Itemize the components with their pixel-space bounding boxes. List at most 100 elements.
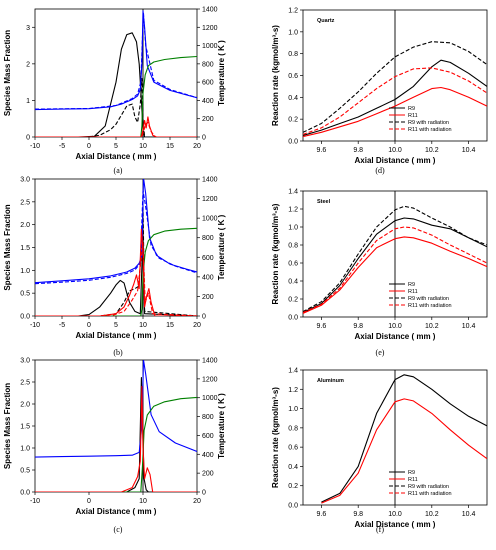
series-line-2: [35, 10, 197, 111]
x-tick-label: 10: [139, 322, 147, 329]
y2-tick-label: 0: [202, 490, 206, 497]
series-line-2: [35, 396, 197, 492]
panel-c: -10 0 10 20 0.0 0.5 1.0 1.5 2.0 2.5 3.0 0 200 400 600 8…: [3, 358, 226, 535]
x-tick-label: 10.4: [462, 147, 476, 154]
y2-tick-label: 800: [202, 61, 214, 68]
x-tick-label: 15: [166, 143, 174, 150]
y-tick-label: 2: [26, 61, 30, 68]
series-line-1: [321, 398, 487, 504]
material-label: Steel: [317, 199, 331, 205]
y2-tick-label: 200: [202, 116, 214, 123]
y-axis-label: Species Mass Fraction: [3, 204, 12, 290]
y-tick-label: 0.5: [20, 468, 30, 475]
panel-caption: (f): [376, 525, 384, 534]
series-line-6: [35, 121, 197, 137]
x-tick-label: 10.4: [462, 511, 476, 518]
x-tick-label: 20: [193, 143, 201, 150]
x-tick-label: 20: [193, 322, 201, 329]
y-axis-label: Species Mass Fraction: [3, 383, 12, 469]
x-tick-label: 10.0: [388, 147, 402, 154]
x-tick-label: 9.8: [353, 147, 363, 154]
panel-caption: (c): [114, 525, 123, 534]
panel-b: -10 -5 0 5 10 15 20 0.0 0.5 1.0 1.5 2.0 2.5 3.0 0 200 40…: [3, 177, 226, 358]
series-group: [35, 10, 197, 137]
y2-tick-label: 400: [202, 452, 214, 459]
series-group: [35, 360, 197, 492]
legend-label: R11 with radiation: [408, 491, 452, 497]
y-axis-label: Species Mass Fraction: [3, 30, 12, 116]
y-axis-label: Reaction rate (kgmol/m³-s): [271, 25, 280, 126]
legend-label: R9: [408, 106, 415, 112]
series-line-1: [303, 86, 487, 138]
x-axis-label: Axial Distance ( mm ): [76, 152, 157, 161]
legend-label: R9 with radiation: [408, 296, 449, 302]
y2-tick-label: 600: [202, 80, 214, 87]
y-tick-label: 1.5: [20, 424, 30, 431]
x-tick-label: 9.6: [317, 147, 327, 154]
series-line-0: [35, 233, 197, 316]
y-tick-label: 1.2: [288, 207, 298, 214]
y-tick-label: 1.0: [20, 446, 30, 453]
y-tick-label: 3.0: [20, 177, 30, 184]
panel-caption: (e): [376, 348, 385, 357]
y-tick-label: 3: [26, 25, 30, 32]
x-tick-label: 10: [139, 143, 147, 150]
x-tick-label: -5: [59, 143, 65, 150]
plot-frame: [34, 359, 198, 493]
x-tick-label: 10: [139, 498, 147, 505]
x-tick-label: 10.2: [425, 147, 439, 154]
x-tick-label: 10.2: [425, 511, 439, 518]
series-line-1: [35, 77, 197, 137]
x-tick-label: 9.8: [353, 511, 363, 518]
x-tick-label: 9.8: [353, 323, 363, 330]
series-group: [321, 374, 487, 504]
y-tick-label: 2.0: [20, 402, 30, 409]
series-line-0: [35, 32, 197, 137]
y2-tick-label: 1000: [202, 43, 218, 50]
x-tick-label: -5: [59, 322, 65, 329]
series-line-0: [35, 377, 197, 492]
y-tick-label: 0.0: [288, 315, 298, 322]
x-tick-label: -10: [30, 322, 40, 329]
panel-f: 9.6 9.8 10.0 10.2 10.4 0.0 0.2 0.4 0.6 0.8 1.0 1.2 1…: [271, 368, 488, 534]
x-tick-label: 10.4: [462, 323, 476, 330]
y2-axis-label: Temperature ( K ): [217, 393, 226, 459]
y2-axis-label: Temperature ( K ): [217, 214, 226, 280]
y-axis-label: Reaction rate (kgmol/m³-s): [271, 387, 280, 488]
y2-tick-label: 1400: [202, 358, 218, 365]
series-line-6: [35, 242, 197, 316]
y2-tick-label: 200: [202, 471, 214, 478]
legend-label: R9 with radiation: [408, 484, 449, 490]
panel-caption: (b): [113, 348, 123, 357]
x-tick-label: 0: [87, 498, 91, 505]
x-axis-label: Axial Distance ( mm ): [355, 520, 436, 529]
y2-tick-label: 400: [202, 274, 214, 281]
y2-tick-label: 1200: [202, 25, 218, 32]
series-line-3: [303, 67, 487, 135]
legend-label: R11 with radiation: [408, 303, 452, 309]
series-line-1: [35, 360, 197, 458]
legend-label: R9: [408, 282, 415, 288]
x-tick-label: -10: [30, 143, 40, 150]
y2-tick-label: 1400: [202, 177, 218, 184]
series-line-3: [35, 13, 197, 110]
x-tick-label: 10.0: [388, 511, 402, 518]
y2-tick-label: 800: [202, 235, 214, 242]
panel-e: 9.6 9.8 10.0 10.2 10.4 0.0 0.2 0.4 0.6 0.8 1.0 1.2 1…: [271, 189, 488, 357]
y-tick-label: 1.5: [20, 245, 30, 252]
series-line-2: [303, 205, 487, 313]
x-tick-label: 20: [193, 498, 201, 505]
y-tick-label: 0.2: [288, 297, 298, 304]
y-tick-label: 3.0: [20, 358, 30, 365]
y-tick-label: 0.8: [288, 243, 298, 250]
y-tick-label: 0.4: [288, 279, 298, 286]
y-tick-label: 0.8: [288, 51, 298, 58]
y2-tick-label: 0: [202, 314, 206, 321]
series-line-1: [35, 205, 197, 316]
series-line-4: [35, 55, 197, 137]
legend-label: R11: [408, 289, 418, 295]
series-line-4: [35, 227, 197, 316]
y-tick-label: 0.0: [288, 139, 298, 146]
y-tick-label: 0.6: [288, 261, 298, 268]
